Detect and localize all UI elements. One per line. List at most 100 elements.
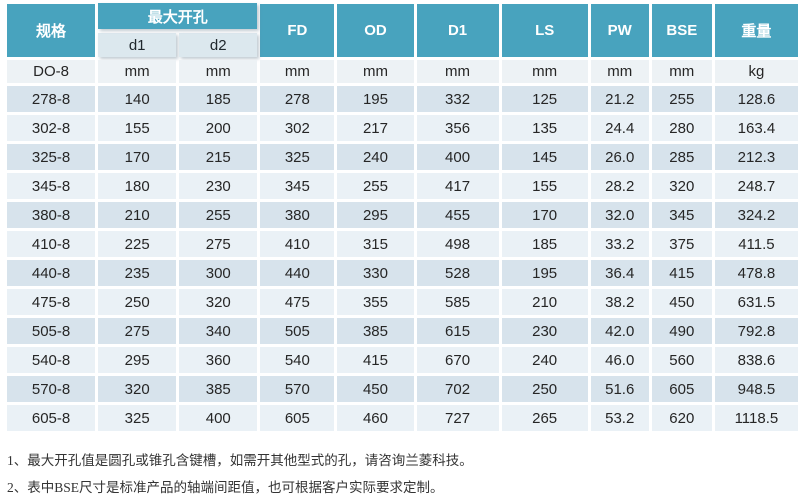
value-cell: 145 [501,144,588,170]
footnotes: 1、最大开孔值是圆孔或锥孔含键槽，如需开其他型式的孔，请咨询兰菱科技。 2、表中… [7,447,807,498]
value-cell: 32.0 [590,202,649,228]
value-cell: 51.6 [590,376,649,402]
value-cell: 385 [337,318,414,344]
value-cell: 490 [651,318,712,344]
spec-cell: 302-8 [7,115,96,141]
col-subheader-d2: d2 [179,33,258,57]
value-cell: 170 [501,202,588,228]
value-cell: 128.6 [714,86,798,112]
unit-cell: mm [337,60,414,83]
value-cell: 320 [651,173,712,199]
spec-cell: 475-8 [7,289,96,315]
col-header-ls: LS [501,4,588,57]
value-cell: 300 [179,260,258,286]
value-cell: 605 [260,405,335,431]
value-cell: 615 [416,318,499,344]
table-row: 345-8 180 230 345 255 417 155 28.2 320 248.7 [7,173,798,199]
value-cell: 42.0 [590,318,649,344]
value-cell: 498 [416,231,499,257]
value-cell: 125 [501,86,588,112]
value-cell: 838.6 [714,347,798,373]
value-cell: 560 [651,347,712,373]
col-header-max-bore-group: 最大开孔 [98,3,258,29]
value-cell: 505 [260,318,335,344]
spec-cell: 605-8 [7,405,96,431]
value-cell: 225 [98,231,177,257]
value-cell: 200 [179,115,258,141]
value-cell: 295 [337,202,414,228]
value-cell: 415 [337,347,414,373]
value-cell: 28.2 [590,173,649,199]
value-cell: 255 [337,173,414,199]
spec-cell: 410-8 [7,231,96,257]
value-cell: 455 [416,202,499,228]
col-subheader-d1: d1 [98,33,177,57]
value-cell: 325 [98,405,177,431]
value-cell: 278 [260,86,335,112]
footnote-line-1: 1、最大开孔值是圆孔或锥孔含键槽，如需开其他型式的孔，请咨询兰菱科技。 [7,453,473,468]
value-cell: 320 [98,376,177,402]
value-cell: 702 [416,376,499,402]
value-cell: 400 [416,144,499,170]
unit-cell: mm [179,60,258,83]
value-cell: 325 [260,144,335,170]
value-cell: 265 [501,405,588,431]
value-cell: 345 [260,173,335,199]
table-row: 325-8 170 215 325 240 400 145 26.0 285 212.3 [7,144,798,170]
footnote-line-2: 2、表中BSE尺寸是标准产品的轴端间距值，也可根据客户实际要求定制。 [7,480,444,495]
value-cell: 248.7 [714,173,798,199]
value-cell: 330 [337,260,414,286]
value-cell: 605 [651,376,712,402]
value-cell: 185 [179,86,258,112]
value-cell: 631.5 [714,289,798,315]
spec-cell: 325-8 [7,144,96,170]
table-row: 505-8 275 340 505 385 615 230 42.0 490 792.8 [7,318,798,344]
spec-cell: 440-8 [7,260,96,286]
col-header-fd: FD [260,4,335,57]
value-cell: 380 [260,202,335,228]
spec-cell: 345-8 [7,173,96,199]
value-cell: 375 [651,231,712,257]
value-cell: 53.2 [590,405,649,431]
value-cell: 135 [501,115,588,141]
value-cell: 250 [98,289,177,315]
value-cell: 180 [98,173,177,199]
value-cell: 170 [98,144,177,170]
value-cell: 215 [179,144,258,170]
value-cell: 324.2 [714,202,798,228]
value-cell: 255 [651,86,712,112]
value-cell: 275 [179,231,258,257]
value-cell: 24.4 [590,115,649,141]
table-row: 302-8 155 200 302 217 356 135 24.4 280 163.4 [7,115,798,141]
value-cell: 210 [501,289,588,315]
value-cell: 410 [260,231,335,257]
spec-cell: 540-8 [7,347,96,373]
value-cell: 21.2 [590,86,649,112]
value-cell: 240 [501,347,588,373]
value-cell: 240 [337,144,414,170]
value-cell: 302 [260,115,335,141]
value-cell: 217 [337,115,414,141]
table-row: 440-8 235 300 440 330 528 195 36.4 415 478.8 [7,260,798,286]
col-header-weight: 重量 [714,4,798,57]
table-body: DO-8 mm mm mm mm mm mm mm mm kg 278-8 140 185 278 195 3… [7,60,798,431]
value-cell: 230 [501,318,588,344]
value-cell: 255 [179,202,258,228]
table-row: 475-8 250 320 475 355 585 210 38.2 450 631.5 [7,289,798,315]
unit-cell: mm [416,60,499,83]
value-cell: 948.5 [714,376,798,402]
spec-cell: 380-8 [7,202,96,228]
unit-row: DO-8 mm mm mm mm mm mm mm mm kg [7,60,798,83]
value-cell: 727 [416,405,499,431]
value-cell: 163.4 [714,115,798,141]
value-cell: 478.8 [714,260,798,286]
value-cell: 332 [416,86,499,112]
value-cell: 210 [98,202,177,228]
value-cell: 315 [337,231,414,257]
value-cell: 411.5 [714,231,798,257]
value-cell: 275 [98,318,177,344]
value-cell: 450 [337,376,414,402]
table-row: 380-8 210 255 380 295 455 170 32.0 345 324.2 [7,202,798,228]
value-cell: 415 [651,260,712,286]
table-row: 540-8 295 360 540 415 670 240 46.0 560 838.6 [7,347,798,373]
